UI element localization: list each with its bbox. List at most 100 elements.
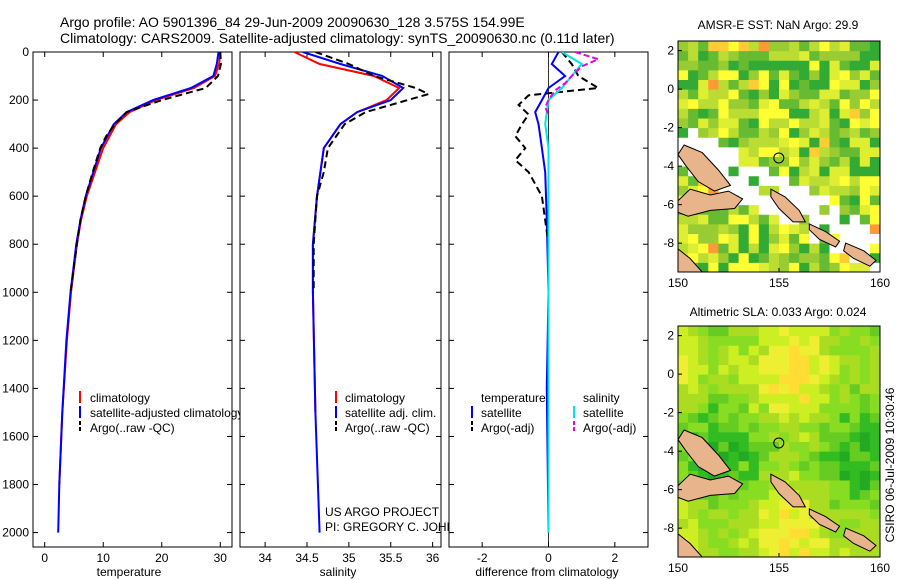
depth-tick-label: 2000 <box>2 526 29 540</box>
sla-cell <box>859 383 871 394</box>
sst-cell <box>829 204 841 215</box>
sst-cell <box>758 262 770 272</box>
sst-cell <box>799 60 810 71</box>
sst-cell <box>768 214 780 225</box>
sla-cell <box>748 537 760 548</box>
sst-cell <box>768 252 780 263</box>
sst-cell <box>768 118 780 129</box>
sst-cell <box>849 175 861 186</box>
sla-cell <box>728 354 740 365</box>
sla-cell <box>799 480 810 491</box>
sst-cell <box>859 175 871 186</box>
temperature-axes-frame <box>32 51 233 548</box>
sst-cell <box>728 146 740 157</box>
sst-cell <box>829 252 841 263</box>
sst-cell <box>819 69 830 80</box>
sla-cell <box>789 383 800 394</box>
sst-cell <box>768 108 780 119</box>
sla-cell <box>829 326 841 337</box>
sst-cell <box>799 185 810 196</box>
sla-cell <box>748 547 760 557</box>
sst-cell <box>708 223 719 234</box>
sst-cell <box>698 118 709 129</box>
sst-cell <box>859 185 871 196</box>
sst-cell <box>799 108 810 119</box>
sst-cell <box>779 118 790 129</box>
sst-cell <box>748 214 760 225</box>
sst-cell <box>698 41 709 52</box>
sla-cell <box>869 374 880 385</box>
sla-cell <box>708 431 719 442</box>
sst-cell <box>678 41 689 52</box>
sst-cell <box>728 60 740 71</box>
sst-cell <box>839 60 851 71</box>
sst-cell <box>768 233 780 244</box>
sla-cell <box>809 499 820 510</box>
sst-cell <box>738 118 750 129</box>
sst-cell <box>829 195 841 206</box>
sst-cell <box>859 262 871 272</box>
sla-cell <box>809 441 820 452</box>
sst-cell <box>809 262 820 272</box>
sst-cell <box>869 50 880 61</box>
sst-cell <box>859 137 871 148</box>
sst-cell <box>799 175 810 186</box>
sla-cell <box>678 383 689 394</box>
sla-cell <box>839 499 851 510</box>
sla-cell <box>758 470 770 481</box>
sla-cell <box>829 441 841 452</box>
salinity-xtick-label: 35.5 <box>379 551 403 565</box>
sst-cell <box>839 185 851 196</box>
sst-cell <box>799 243 810 254</box>
sla-cell <box>678 451 689 462</box>
sst-cell <box>859 156 871 167</box>
sla-cell <box>779 470 790 481</box>
sla-cell <box>768 412 780 423</box>
sla-ytick-label: -6 <box>663 483 674 497</box>
sla-cell <box>859 412 871 423</box>
sla-cell <box>839 489 851 500</box>
sla-cell <box>869 547 880 557</box>
sla-cell <box>829 508 841 519</box>
sst-cell <box>768 79 780 90</box>
sst-cell <box>738 108 750 119</box>
sla-cell <box>809 345 820 356</box>
sla-cell <box>799 528 810 539</box>
sla-land-5 <box>678 533 703 557</box>
sla-cell <box>809 547 820 557</box>
sst-land-4 <box>843 242 877 267</box>
depth-tick-label: 800 <box>9 237 29 251</box>
sst-cell <box>849 262 861 272</box>
sst-cell <box>869 214 880 225</box>
sst-cell <box>789 60 800 71</box>
sla-cell <box>718 470 729 481</box>
sla-cell <box>809 451 820 462</box>
sst-cell <box>819 108 830 119</box>
sst-cell <box>758 69 770 80</box>
sla-cell <box>869 460 880 471</box>
sst-cell <box>849 89 861 100</box>
sst-cell <box>698 137 709 148</box>
sst-cell <box>688 137 699 148</box>
sla-cell <box>809 480 820 491</box>
sla-cell <box>698 354 709 365</box>
sla-cell <box>728 431 740 442</box>
sst-cell <box>718 262 729 272</box>
sla-cell <box>718 537 729 548</box>
sst-cell <box>839 262 851 272</box>
sla-cell <box>789 528 800 539</box>
sla-xtick-label: 150 <box>668 561 688 575</box>
sst-cell <box>748 185 760 196</box>
sst-cell <box>849 79 861 90</box>
sla-cell <box>829 499 841 510</box>
sst-cell <box>708 146 719 157</box>
sst-cell <box>839 175 851 186</box>
sst-cell <box>849 204 861 215</box>
sla-cell <box>789 508 800 519</box>
sla-cell <box>748 412 760 423</box>
sla-cell <box>819 431 830 442</box>
sla-cell <box>718 412 729 423</box>
sla-cell <box>849 393 861 404</box>
sst-land-5 <box>678 248 703 272</box>
sst-cell <box>819 60 830 71</box>
